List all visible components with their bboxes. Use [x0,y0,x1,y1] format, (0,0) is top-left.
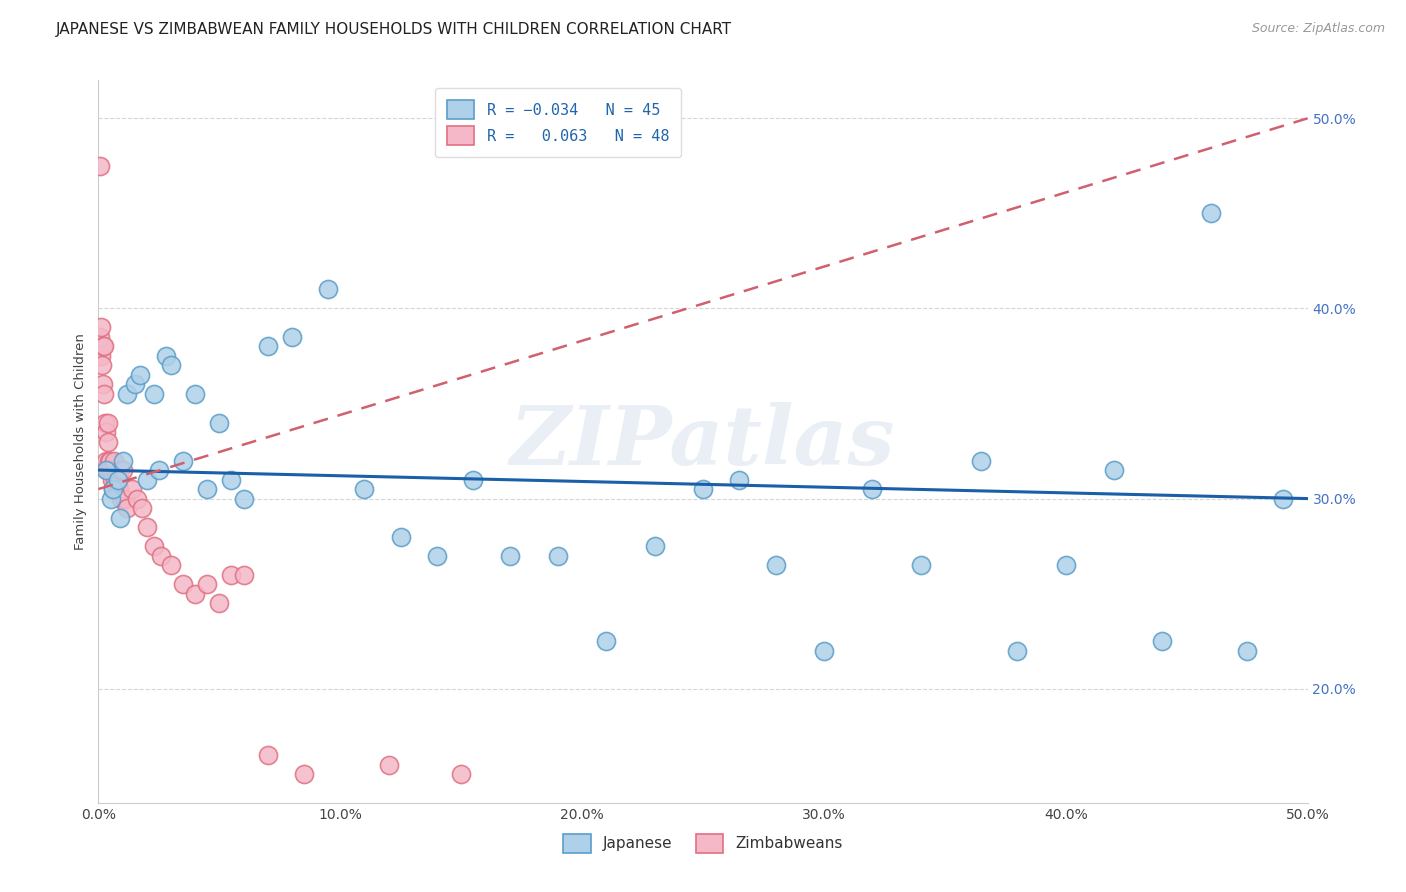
Point [970,453,993,467]
Point [595,634,617,648]
Point [103,453,125,467]
Point [316,282,339,296]
Point [292,767,315,781]
Point [184,587,207,601]
Point [105,482,128,496]
Point [91,359,114,373]
Point [860,482,883,496]
Point [111,463,134,477]
Point [96,463,118,477]
Point [111,453,134,467]
Point [377,757,399,772]
Point [97,434,120,449]
Point [155,349,177,363]
Point [1007,643,1029,657]
Point [1272,491,1295,506]
Point [281,330,304,344]
Point [232,491,254,506]
Point [1054,558,1077,573]
Point [91,377,114,392]
Point [127,491,149,506]
Point [221,473,243,487]
Point [97,416,120,430]
Point [94,416,117,430]
Point [131,501,153,516]
Point [1199,206,1222,220]
Legend: Japanese, Zimbabweans: Japanese, Zimbabweans [555,826,851,860]
Point [114,491,136,506]
Point [93,387,115,401]
Point [110,491,132,506]
Point [208,416,231,430]
Point [389,530,412,544]
Point [143,539,166,553]
Point [108,463,131,477]
Point [135,473,157,487]
Point [221,567,243,582]
Point [498,549,520,563]
Point [426,549,449,563]
Point [256,748,278,763]
Point [195,482,218,496]
Y-axis label: Family Households with Children: Family Households with Children [75,333,87,550]
Point [89,330,111,344]
Point [107,473,129,487]
Point [150,549,173,563]
Point [124,377,146,392]
Point [1152,634,1174,648]
Point [128,368,150,382]
Point [121,482,143,496]
Point [108,482,131,496]
Point [195,577,218,591]
Point [353,482,375,496]
Point [89,159,111,173]
Point [813,643,835,657]
Point [101,482,124,496]
Point [160,558,183,573]
Point [232,567,254,582]
Point [1102,463,1125,477]
Point [100,473,122,487]
Point [463,473,485,487]
Text: ZIPatlas: ZIPatlas [510,401,896,482]
Point [172,453,194,467]
Point [98,463,121,477]
Point [692,482,714,496]
Point [644,539,666,553]
Point [91,339,114,353]
Point [450,767,472,781]
Point [148,463,170,477]
Point [1236,643,1258,657]
Point [93,339,115,353]
Text: JAPANESE VS ZIMBABWEAN FAMILY HOUSEHOLDS WITH CHILDREN CORRELATION CHART: JAPANESE VS ZIMBABWEAN FAMILY HOUSEHOLDS… [56,22,733,37]
Point [160,359,183,373]
Point [97,453,120,467]
Point [208,596,231,610]
Point [172,577,194,591]
Point [94,463,117,477]
Point [256,339,278,353]
Point [765,558,787,573]
Point [117,387,139,401]
Point [90,349,112,363]
Point [117,501,139,516]
Point [100,491,122,506]
Point [96,425,118,439]
Point [135,520,157,534]
Point [547,549,569,563]
Point [98,453,121,467]
Text: Source: ZipAtlas.com: Source: ZipAtlas.com [1251,22,1385,36]
Point [104,473,127,487]
Point [100,463,122,477]
Point [90,320,112,334]
Point [143,387,166,401]
Point [184,387,207,401]
Point [910,558,932,573]
Point [94,453,117,467]
Point [108,510,131,524]
Point [107,473,129,487]
Point [101,482,124,496]
Point [728,473,751,487]
